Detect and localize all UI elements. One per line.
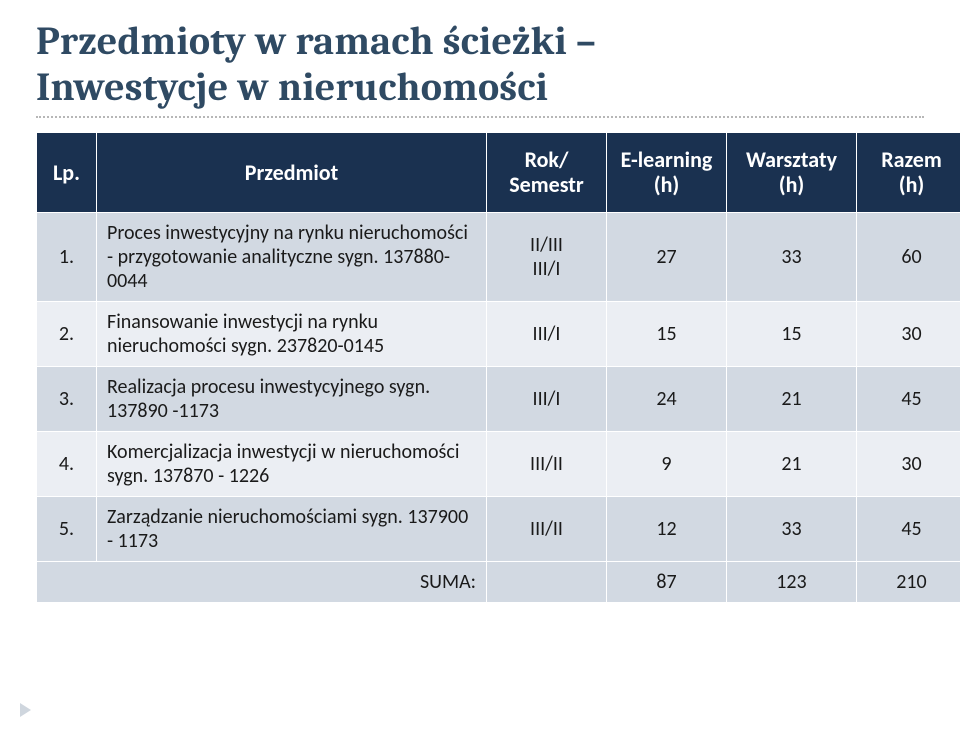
cell-workshop: 33 (727, 496, 857, 561)
cell-subject: Komercjalizacja inwestycji w nieruchomoś… (97, 431, 487, 496)
title-line-2: Inwestycje w nieruchomości (36, 64, 548, 110)
col-header-semester: Rok/Semestr (487, 133, 607, 213)
sum-elearn: 87 (607, 561, 727, 602)
cell-total: 45 (857, 366, 960, 431)
page-title: Przedmioty w ramach ścieżki – Inwestycje… (36, 18, 924, 110)
col-header-elearn: E-learning(h) (607, 133, 727, 213)
cell-workshop: 21 (727, 366, 857, 431)
cell-total: 45 (857, 496, 960, 561)
cell-elearn: 27 (607, 212, 727, 301)
cell-semester: III/II (487, 496, 607, 561)
cell-lp: 2. (37, 301, 97, 366)
cell-lp: 4. (37, 431, 97, 496)
sum-workshop: 123 (727, 561, 857, 602)
col-header-lp: Lp. (37, 133, 97, 213)
corner-marker-icon (20, 703, 31, 717)
cell-lp: 5. (37, 496, 97, 561)
cell-subject: Realizacja procesu inwestycyjnego sygn. … (97, 366, 487, 431)
slide: Przedmioty w ramach ścieżki – Inwestycje… (0, 0, 960, 737)
cell-semester: III/II (487, 431, 607, 496)
cell-workshop: 33 (727, 212, 857, 301)
table-header-row: Lp. Przedmiot Rok/Semestr E-learning(h) … (37, 133, 960, 213)
table-row: 1. Proces inwestycyjny na rynku nierucho… (37, 212, 960, 301)
cell-elearn: 24 (607, 366, 727, 431)
cell-workshop: 21 (727, 431, 857, 496)
cell-lp: 1. (37, 212, 97, 301)
cell-elearn: 15 (607, 301, 727, 366)
sum-total: 210 (857, 561, 960, 602)
cell-total: 30 (857, 431, 960, 496)
subjects-table: Lp. Przedmiot Rok/Semestr E-learning(h) … (36, 132, 960, 603)
table-row: 2. Finansowanie inwestycji na rynku nier… (37, 301, 960, 366)
cell-semester: III/I (487, 366, 607, 431)
col-header-workshop: Warsztaty(h) (727, 133, 857, 213)
cell-subject: Finansowanie inwestycji na rynku nieruch… (97, 301, 487, 366)
title-rule (36, 116, 924, 118)
cell-total: 60 (857, 212, 960, 301)
cell-subject: Proces inwestycyjny na rynku nieruchomoś… (97, 212, 487, 301)
cell-semester: III/I (487, 301, 607, 366)
cell-lp: 3. (37, 366, 97, 431)
table-row: 4. Komercjalizacja inwestycji w nierucho… (37, 431, 960, 496)
cell-total: 30 (857, 301, 960, 366)
col-header-total: Razem(h) (857, 133, 960, 213)
cell-elearn: 12 (607, 496, 727, 561)
table-sum-row: SUMA: 87 123 210 (37, 561, 960, 602)
cell-subject: Zarządzanie nieruchomościami sygn. 13790… (97, 496, 487, 561)
sum-semester (487, 561, 607, 602)
table-row: 3. Realizacja procesu inwestycyjnego syg… (37, 366, 960, 431)
table-row: 5. Zarządzanie nieruchomościami sygn. 13… (37, 496, 960, 561)
sum-label: SUMA: (37, 561, 487, 602)
cell-workshop: 15 (727, 301, 857, 366)
cell-semester: II/IIIIII/I (487, 212, 607, 301)
cell-elearn: 9 (607, 431, 727, 496)
title-line-1: Przedmioty w ramach ścieżki – (36, 18, 596, 64)
col-header-subject: Przedmiot (97, 133, 487, 213)
